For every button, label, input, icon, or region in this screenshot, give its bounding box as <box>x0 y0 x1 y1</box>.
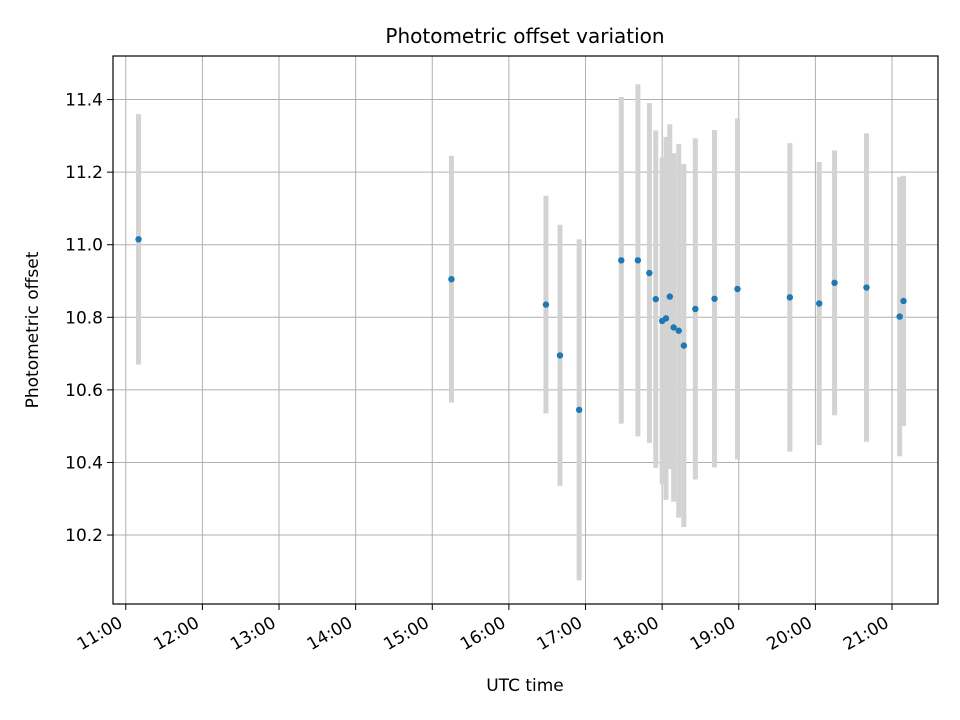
y-tick-label: 10.4 <box>65 453 103 473</box>
data-point <box>634 257 642 264</box>
data-point <box>816 300 823 307</box>
data-point <box>448 275 455 283</box>
y-axis-label: Photometric offset <box>23 251 43 408</box>
x-tick-label: 16:00 <box>457 613 509 655</box>
y-tick-label: 11.2 <box>65 163 103 183</box>
x-tick-label: 11:00 <box>74 613 126 655</box>
data-point <box>692 305 699 313</box>
data-point <box>680 342 688 349</box>
axis-ticks: 11:00 12:00 13:00 14:00 15:00 16:00 17:00 18:00… <box>65 91 893 655</box>
data-point <box>896 313 903 320</box>
data-point <box>662 315 670 322</box>
x-tick-label: 18:00 <box>610 613 662 655</box>
x-tick-label: 14:00 <box>304 613 356 655</box>
data-point <box>900 297 907 305</box>
data-point <box>734 285 741 293</box>
data-point <box>646 269 653 277</box>
chart-title: Photometric offset variation <box>385 24 664 48</box>
data-point <box>542 301 550 308</box>
x-tick-label: 19:00 <box>687 613 739 655</box>
data-point <box>652 295 659 303</box>
data-point <box>786 294 794 301</box>
data-point <box>556 352 564 359</box>
x-axis-label: UTC time <box>486 676 564 696</box>
data-points <box>135 236 907 414</box>
data-point <box>135 236 142 243</box>
data-point <box>831 279 838 287</box>
x-tick-label: 13:00 <box>227 613 279 655</box>
x-tick-label: 15:00 <box>380 613 432 655</box>
plot-frame <box>112 55 939 605</box>
y-tick-label: 10.8 <box>65 308 103 328</box>
x-tick-label: 20:00 <box>763 613 815 655</box>
x-tick-label: 21:00 <box>840 613 892 655</box>
data-point <box>711 295 718 302</box>
y-tick-label: 11.0 <box>65 236 103 256</box>
error-bars <box>136 84 907 581</box>
x-tick-label: 12:00 <box>150 613 202 655</box>
data-point <box>575 406 583 414</box>
data-point <box>863 284 870 291</box>
data-point <box>670 324 677 331</box>
data-point <box>618 257 625 264</box>
data-point <box>666 293 674 300</box>
y-tick-label: 10.2 <box>65 526 103 546</box>
x-tick-label: 17:00 <box>534 613 586 655</box>
data-point <box>675 327 682 334</box>
y-tick-label: 10.6 <box>65 381 103 401</box>
y-tick-label: 11.4 <box>65 91 103 111</box>
grid-lines <box>113 56 938 604</box>
